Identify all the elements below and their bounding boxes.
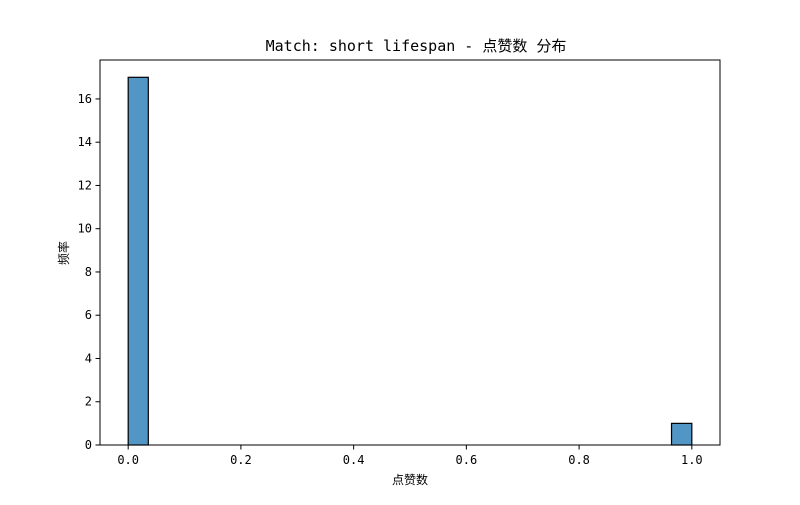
x-axis-label: 点赞数 [392,472,428,487]
histogram-bar [127,76,149,446]
x-axis-ticks: 0.0 0.2 0.4 0.6 0.8 1.0 [117,445,703,467]
y-tick-label: 12 [78,178,92,192]
x-tick-label: 0.4 [343,453,365,467]
histogram-bar [670,422,693,446]
y-axis-ticks: 0 2 4 6 8 10 12 14 16 [78,92,100,452]
chart-title: Match: short lifespan - 点赞数 分布 [266,37,567,55]
y-tick-label: 8 [85,265,92,279]
x-tick-label: 0.6 [456,453,478,467]
x-tick-label: 0.0 [117,453,139,467]
y-tick-label: 10 [78,222,92,236]
y-tick-label: 4 [85,351,92,365]
y-tick-label: 6 [85,308,92,322]
x-tick-label: 0.2 [230,453,252,467]
y-tick-label: 16 [78,92,92,106]
y-tick-label: 2 [85,395,92,409]
y-tick-label: 14 [78,135,92,149]
y-tick-label: 0 [85,438,92,452]
y-axis-label: 频率 [56,241,71,265]
x-tick-label: 0.8 [568,453,590,467]
plot-area [99,59,721,446]
x-tick-label: 1.0 [681,453,703,467]
bars-layer [127,76,693,446]
